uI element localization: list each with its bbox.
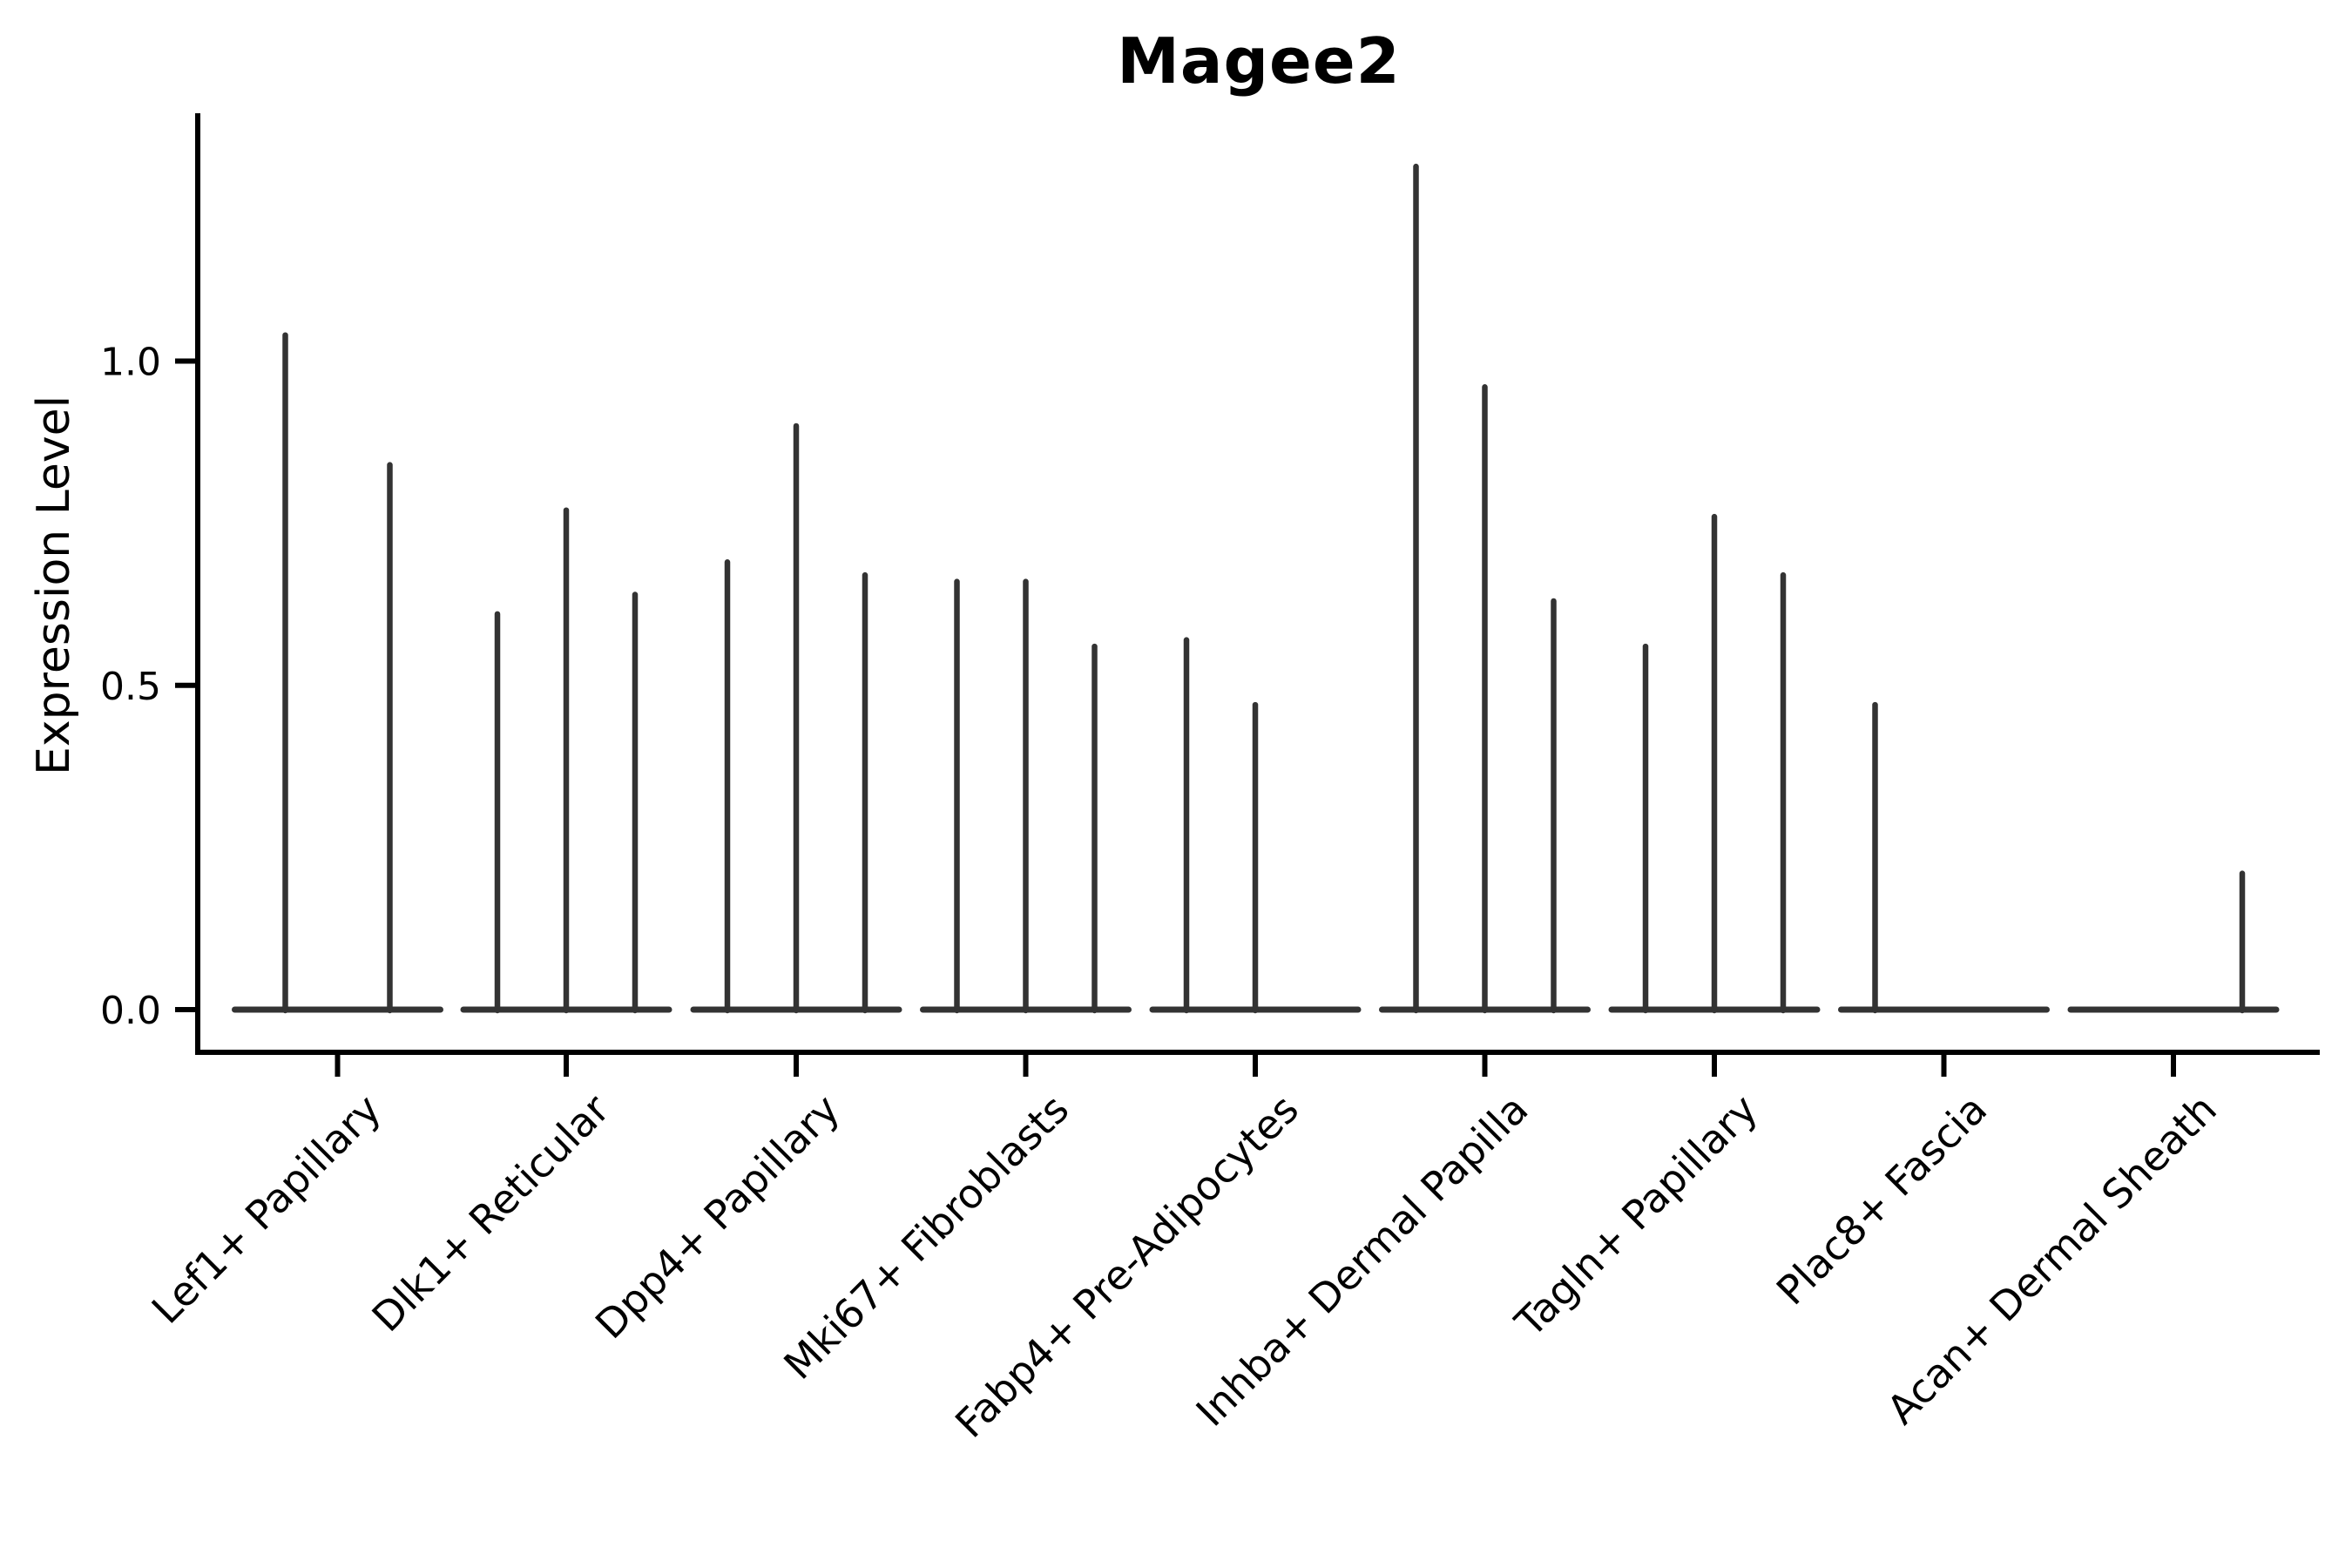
chart-title: Magee2 [1117,24,1401,98]
y-tick-label: 0.0 [100,989,161,1033]
y-tick-label: 0.5 [100,665,161,709]
y-tick-label: 1.0 [100,341,161,385]
